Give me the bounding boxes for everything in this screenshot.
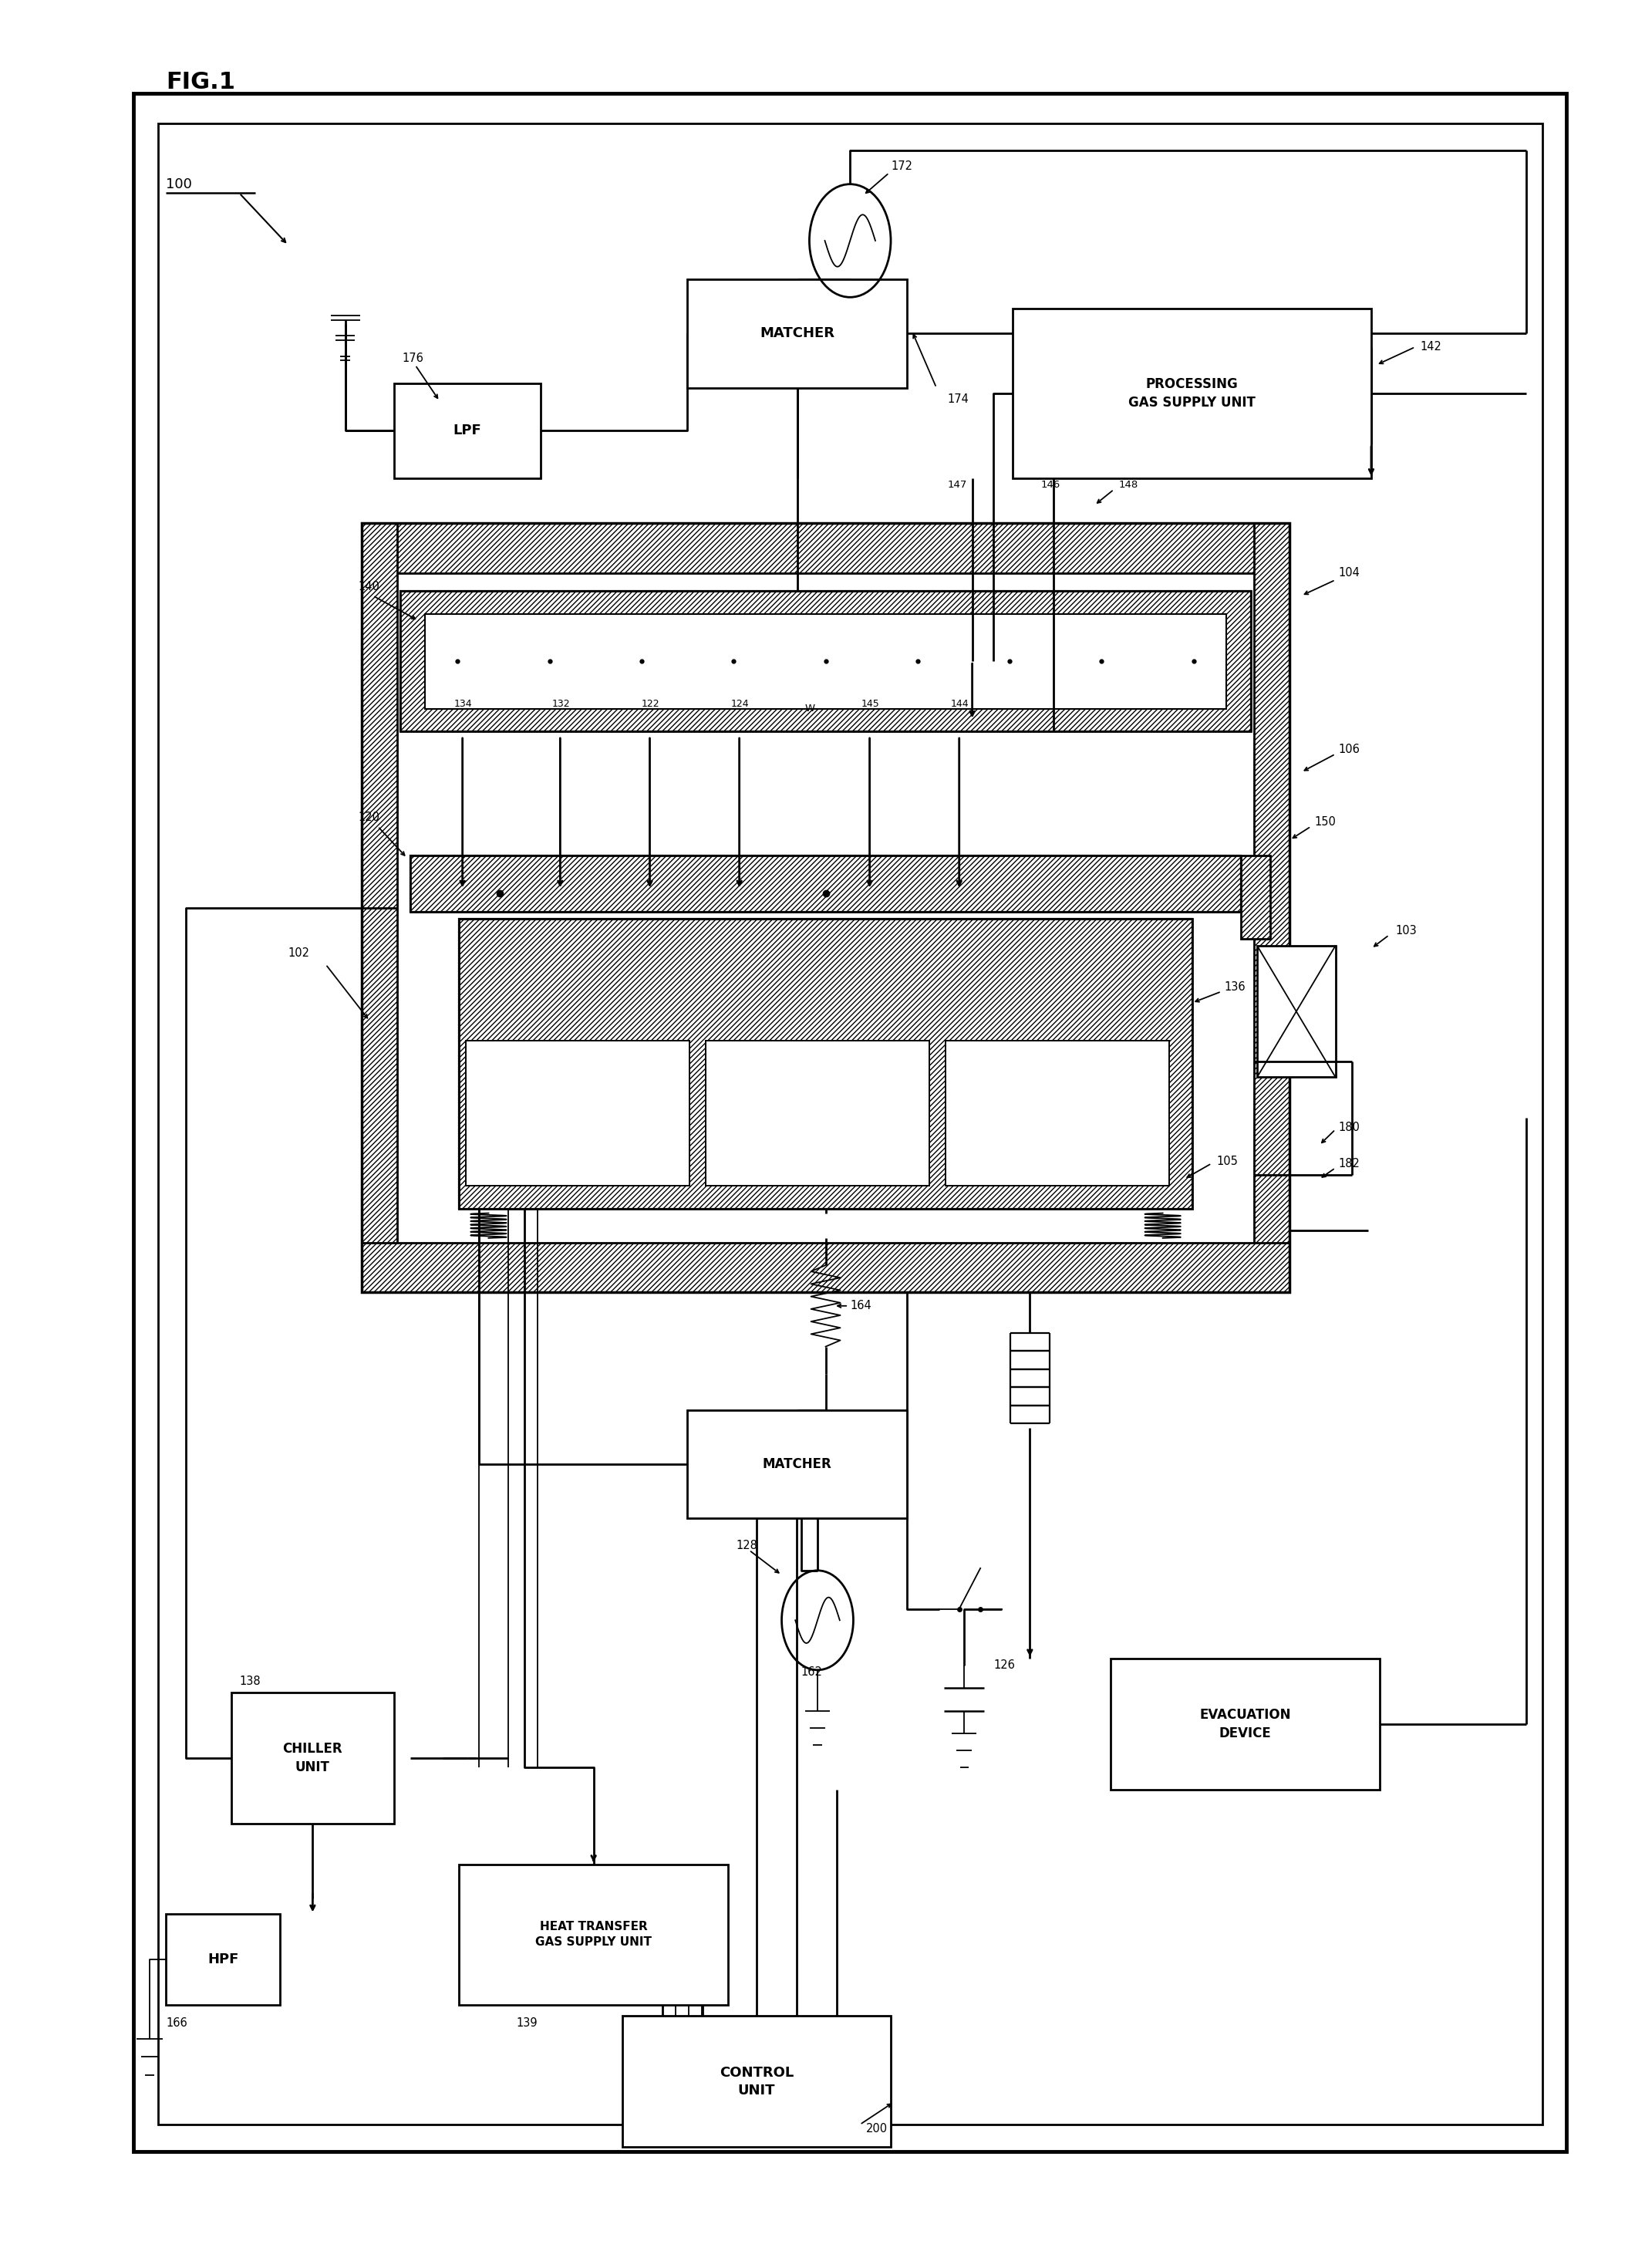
Text: 200: 200 — [867, 2123, 888, 2134]
Text: HEAT TRANSFER
GAS SUPPLY UNIT: HEAT TRANSFER GAS SUPPLY UNIT — [535, 1921, 652, 1948]
Text: 182: 182 — [1339, 1157, 1360, 1170]
Bar — [401, 592, 1251, 733]
Bar — [361, 524, 1290, 574]
Text: 128: 128 — [736, 1540, 757, 1551]
Bar — [459, 919, 1192, 1209]
Text: 150: 150 — [1315, 816, 1336, 828]
Text: 124: 124 — [731, 699, 749, 710]
Text: 122: 122 — [641, 699, 661, 710]
Text: 105: 105 — [1216, 1154, 1238, 1168]
Text: 146: 146 — [1040, 481, 1059, 490]
Text: 102: 102 — [288, 948, 309, 959]
Bar — [1110, 1658, 1380, 1789]
Bar — [945, 1041, 1169, 1186]
Text: 120: 120 — [358, 812, 379, 823]
Bar — [706, 1041, 929, 1186]
Bar — [159, 122, 1542, 2125]
Text: 164: 164 — [850, 1300, 871, 1311]
Bar — [459, 919, 1192, 1209]
Text: 136: 136 — [1225, 982, 1246, 993]
Bar — [361, 1243, 1290, 1293]
Text: 139: 139 — [517, 2016, 538, 2028]
Text: 140: 140 — [358, 581, 379, 592]
Text: PROCESSING
GAS SUPPLY UNIT: PROCESSING GAS SUPPLY UNIT — [1128, 376, 1256, 411]
Text: 132: 132 — [553, 699, 571, 710]
Text: 134: 134 — [455, 699, 473, 710]
Text: 100: 100 — [167, 177, 193, 191]
Bar — [134, 93, 1566, 2152]
Bar — [401, 592, 1251, 733]
Bar — [425, 615, 1226, 710]
Bar — [361, 524, 397, 1293]
Bar — [231, 1692, 394, 1823]
Text: EVACUATION
DEVICE: EVACUATION DEVICE — [1200, 1708, 1290, 1740]
Bar — [167, 1914, 280, 2005]
Text: 145: 145 — [862, 699, 880, 710]
Bar — [410, 855, 1241, 912]
Text: 176: 176 — [402, 352, 423, 365]
Text: 148: 148 — [1118, 481, 1138, 490]
Bar — [1241, 855, 1270, 939]
Text: 103: 103 — [1396, 925, 1418, 937]
Bar — [394, 383, 541, 479]
Text: W: W — [804, 703, 814, 714]
Text: 104: 104 — [1339, 567, 1360, 578]
Text: 138: 138 — [239, 1676, 260, 1687]
Bar — [361, 524, 1290, 1293]
Bar — [1254, 524, 1290, 1293]
Text: 172: 172 — [891, 161, 912, 172]
Bar — [621, 2016, 891, 2148]
Bar — [459, 1864, 728, 2005]
Text: 166: 166 — [167, 2016, 188, 2028]
Text: HPF: HPF — [208, 1953, 239, 1966]
Text: 162: 162 — [801, 1667, 822, 1678]
Bar — [466, 1041, 690, 1186]
Text: 147: 147 — [948, 481, 968, 490]
Bar — [1257, 946, 1336, 1077]
Text: 144: 144 — [952, 699, 970, 710]
Text: CONTROL
UNIT: CONTROL UNIT — [719, 2066, 793, 2098]
Text: 126: 126 — [994, 1660, 1015, 1672]
Bar — [410, 855, 1241, 912]
Text: MATCHER: MATCHER — [762, 1458, 832, 1472]
Bar — [687, 279, 907, 388]
Text: 142: 142 — [1421, 340, 1442, 354]
Text: 180: 180 — [1339, 1120, 1360, 1134]
Text: CHILLER
UNIT: CHILLER UNIT — [283, 1742, 343, 1774]
Text: 174: 174 — [948, 392, 970, 404]
Text: MATCHER: MATCHER — [760, 327, 834, 340]
Bar — [687, 1411, 907, 1520]
Text: 106: 106 — [1339, 744, 1360, 755]
Text: FIG.1: FIG.1 — [167, 70, 235, 93]
Bar — [1014, 308, 1372, 479]
Text: LPF: LPF — [453, 424, 482, 438]
